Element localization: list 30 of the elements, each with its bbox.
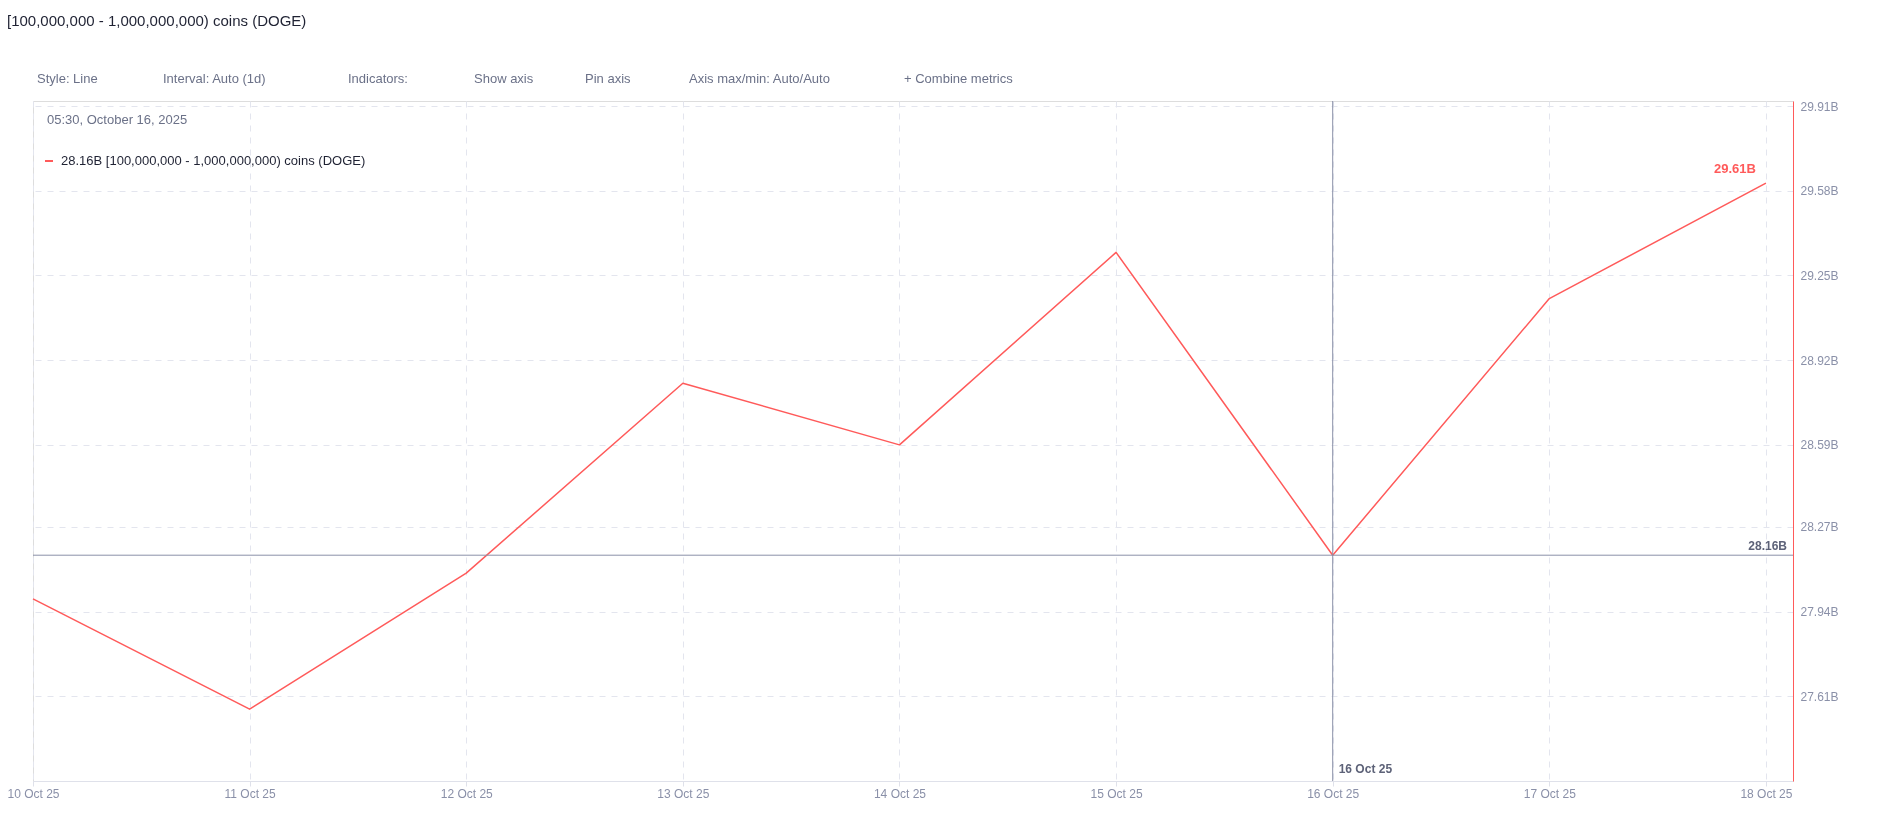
ref-line-label: 16 Oct 25 [1338,762,1393,776]
text: Indicators: [348,71,408,86]
y-tick-label: 29.25B [1800,268,1839,283]
x-tick-label: 11 Oct 25 [224,786,277,801]
text: Axis max/min: Auto/Auto [689,71,830,86]
x-tick-label: 18 Oct 25 [1740,786,1793,801]
annotation: 28.16B [100,000,000 - 1,000,000,000) coins (DOGE) [61,153,366,168]
text: Interval: Auto (1d) [163,71,266,86]
x-tick-label: 13 Oct 25 [657,786,710,801]
annotation: 05:30, October 16, 2025 [47,112,188,127]
y-tick-label: 28.92B [1800,353,1839,368]
text: + Combine metrics [904,71,1014,86]
x-tick-label: 12 Oct 25 [440,786,494,801]
y-tick-label: 28.59B [1800,438,1839,453]
text: Show axis [474,71,534,86]
y-tick-label: 27.94B [1800,605,1839,620]
chart-title: [100,000,000 - 1,000,000,000) coins (DOGE) [6,12,307,29]
x-tick-label: 15 Oct 25 [1090,786,1143,801]
x-tick-label: 10 Oct 25 [7,786,60,801]
ref-line-label: 28.16B [1748,539,1788,554]
text: Style: Line [37,71,98,86]
y-tick-label: 27.61B [1800,689,1839,704]
x-tick-label: 17 Oct 25 [1523,786,1577,801]
x-tick-label: 16 Oct 25 [1307,786,1360,801]
x-tick-label: 14 Oct 25 [873,786,927,801]
y-tick-label: 29.91B [1800,99,1839,114]
y-tick-label: 29.58B [1800,184,1839,199]
data-label: 29.61B [1714,161,1756,177]
text: Pin axis [585,71,632,86]
y-tick-label: 28.27B [1800,520,1839,535]
